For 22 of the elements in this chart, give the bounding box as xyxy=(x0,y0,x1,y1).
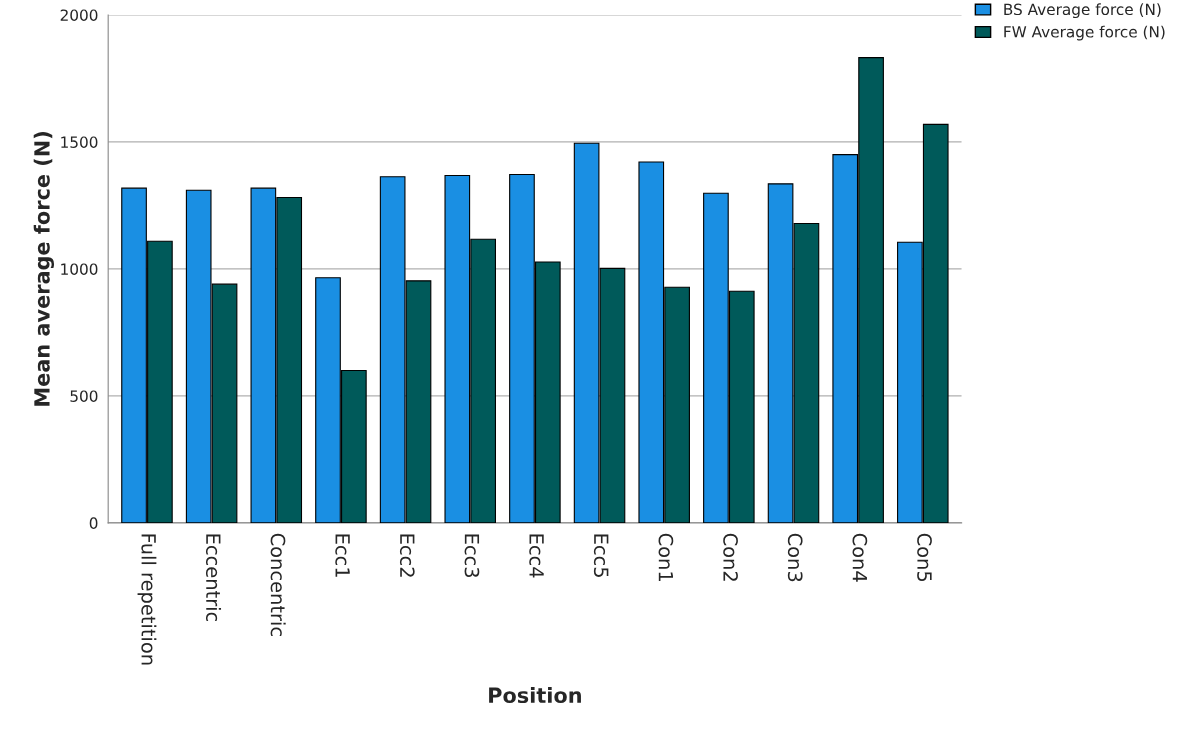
y-axis-title: Mean average force (N) xyxy=(33,132,55,406)
y-tick-label: 500 xyxy=(70,390,98,402)
y-tick-label: 0 xyxy=(89,517,98,529)
x-tick-label: Eccentric xyxy=(205,534,222,622)
x-tick-label: Ecc2 xyxy=(399,534,415,577)
x-tick-label: Con3 xyxy=(787,533,803,582)
x-tick-label: Concentric xyxy=(270,533,286,636)
y-tick-label: 2000 xyxy=(60,9,98,21)
y-tick-label: 1500 xyxy=(61,136,98,148)
x-tick-label: Con2 xyxy=(723,533,738,581)
x-tick-label: Full repetition xyxy=(137,534,157,665)
x-tick-label: Ecc3 xyxy=(464,534,480,578)
x-tick-label: Ecc4 xyxy=(529,534,544,578)
legend-label: FW Average force (N) xyxy=(1004,25,1165,41)
legend-label: BS Average force (N) xyxy=(1004,3,1161,19)
x-tick-label: Ecc5 xyxy=(593,534,609,577)
x-axis-title: Position xyxy=(489,686,581,704)
x-tick-label: Con4 xyxy=(852,533,868,582)
x-tick-label: Con1 xyxy=(658,533,674,581)
x-tick-label: Ecc1 xyxy=(335,534,350,577)
y-tick-label: 1000 xyxy=(61,263,98,275)
x-tick-label: Con5 xyxy=(917,533,932,582)
